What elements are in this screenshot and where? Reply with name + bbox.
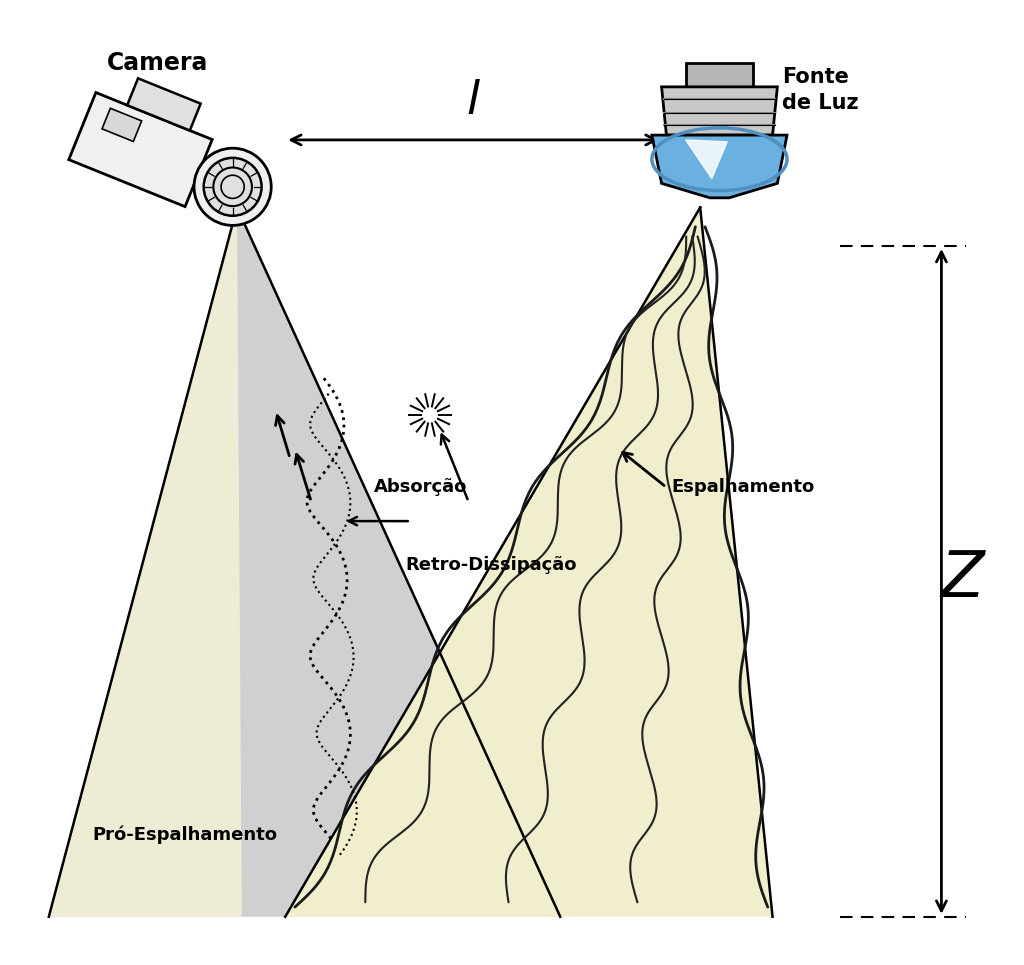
Polygon shape xyxy=(102,108,141,142)
Circle shape xyxy=(213,168,252,207)
Text: $\mathit{l}$: $\mathit{l}$ xyxy=(466,79,481,124)
Polygon shape xyxy=(127,78,201,130)
Polygon shape xyxy=(69,93,212,207)
Circle shape xyxy=(204,158,261,216)
Text: $\mathit{Z}$: $\mathit{Z}$ xyxy=(939,548,988,610)
Polygon shape xyxy=(662,87,777,135)
Circle shape xyxy=(194,149,271,226)
Text: Espalhamento: Espalhamento xyxy=(671,479,814,496)
Polygon shape xyxy=(686,63,754,87)
Text: Retro-Dissipação: Retro-Dissipação xyxy=(406,556,578,573)
Polygon shape xyxy=(49,207,560,917)
Text: Absorção: Absorção xyxy=(374,478,467,496)
Polygon shape xyxy=(286,652,560,917)
Polygon shape xyxy=(286,207,772,917)
Text: Fonte: Fonte xyxy=(782,68,849,87)
Polygon shape xyxy=(686,140,727,179)
Polygon shape xyxy=(49,207,242,917)
Circle shape xyxy=(221,176,244,199)
Text: Pró-Espalhamento: Pró-Espalhamento xyxy=(92,825,278,844)
Polygon shape xyxy=(652,135,787,198)
Text: Camera: Camera xyxy=(106,51,208,74)
Text: de Luz: de Luz xyxy=(782,94,859,113)
